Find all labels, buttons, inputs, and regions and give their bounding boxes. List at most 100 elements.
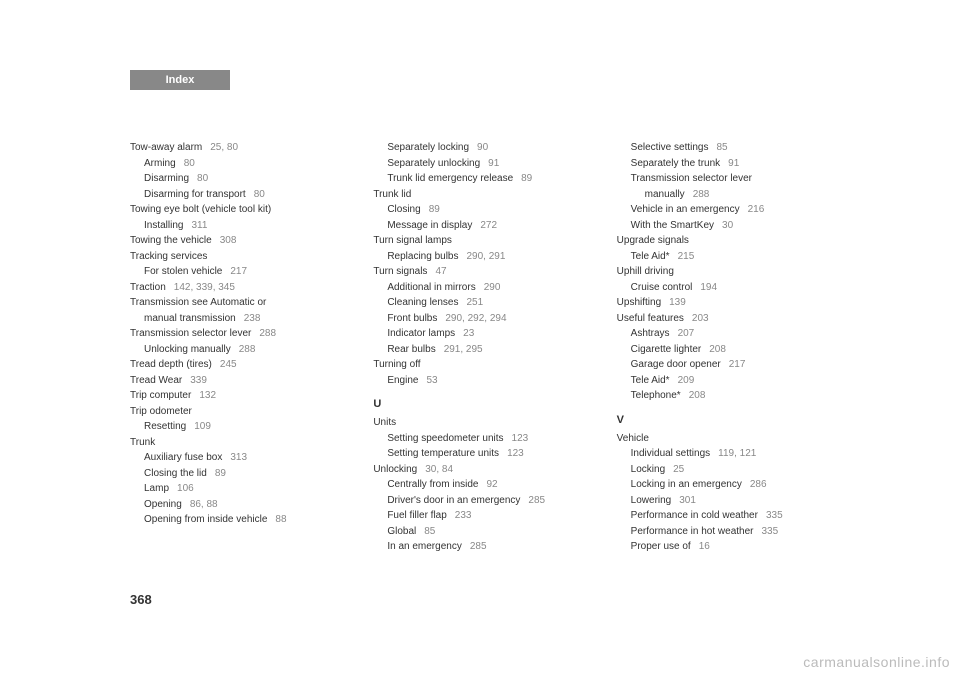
index-entry-text: Towing the vehicle (130, 235, 212, 246)
index-entry-text: Garage door opener (631, 359, 721, 370)
index-entry: Unlocking manually288 (130, 342, 343, 358)
index-entry-pages: 53 (426, 375, 437, 386)
index-entry: Tread depth (tires)245 (130, 357, 343, 373)
index-entry: Turning off (373, 357, 586, 373)
index-entry-text: In an emergency (387, 541, 462, 552)
index-entry-pages: 291, 295 (444, 344, 483, 355)
index-entry-text: Towing eye bolt (vehicle tool kit) (130, 204, 271, 215)
index-entry: Front bulbs290, 292, 294 (373, 311, 586, 327)
index-entry: Lowering301 (617, 493, 830, 509)
index-entry: Traction142, 339, 345 (130, 280, 343, 296)
index-entry-text: Upgrade signals (617, 235, 689, 246)
index-entry-pages: 80 (197, 173, 208, 184)
index-entry: Proper use of 16 (617, 539, 830, 555)
index-entry-pages: 238 (244, 313, 261, 324)
index-entry-pages: 142, 339, 345 (174, 282, 235, 293)
index-entry-text: Closing (387, 204, 420, 215)
index-entry-text: manually (645, 189, 685, 200)
index-entry: Auxiliary fuse box 313 (130, 450, 343, 466)
index-entry: Individual settings119, 121 (617, 446, 830, 462)
index-entry-text: Unlocking manually (144, 344, 231, 355)
index-entry: Separately unlocking91 (373, 156, 586, 172)
index-entry-text: Setting speedometer units (387, 433, 503, 444)
index-entry-text: Vehicle in an emergency (631, 204, 740, 215)
index-entry-pages: 88 (275, 514, 286, 525)
index-entry-text: Tread Wear (130, 375, 182, 386)
index-entry-pages: 80 (254, 189, 265, 200)
index-entry: Transmission see Automatic or (130, 295, 343, 311)
index-entry-text: Tow-away alarm (130, 142, 202, 153)
index-entry-pages: 30, 84 (425, 464, 453, 475)
column-3-top: Selective settings85Separately the trunk… (617, 140, 830, 404)
index-entry: Replacing bulbs290, 291 (373, 249, 586, 265)
index-entry-text: Separately locking (387, 142, 469, 153)
index-columns: Tow-away alarm25, 80Arming80Disarming80D… (130, 140, 830, 555)
index-entry: Ashtrays 207 (617, 326, 830, 342)
index-entry-text: Locking (631, 464, 665, 475)
index-entry-pages: 109 (194, 421, 211, 432)
index-entry-text: Transmission selector lever (631, 173, 752, 184)
index-entry-text: Trip odometer (130, 406, 192, 417)
index-entry: Closing the lid 89 (130, 466, 343, 482)
index-entry-pages: 217 (230, 266, 247, 277)
index-entry: Engine53 (373, 373, 586, 389)
index-entry: Transmission selector lever (617, 171, 830, 187)
index-entry-text: Performance in cold weather (631, 510, 758, 521)
index-entry-pages: 207 (678, 328, 695, 339)
index-entry-pages: 335 (762, 526, 779, 537)
index-entry-text: Uphill driving (617, 266, 674, 277)
index-entry: Trunk lid emergency release89 (373, 171, 586, 187)
index-entry-pages: 89 (215, 468, 226, 479)
column-3: Selective settings85Separately the trunk… (617, 140, 830, 555)
index-entry: Message in display272 (373, 218, 586, 234)
index-entry: Garage door opener217 (617, 357, 830, 373)
index-entry-text: Opening (144, 499, 182, 510)
index-entry-text: Performance in hot weather (631, 526, 754, 537)
index-entry-text: Auxiliary fuse box (144, 452, 222, 463)
index-entry: Locking25 (617, 462, 830, 478)
index-entry-text: Upshifting (617, 297, 661, 308)
index-entry-pages: 85 (424, 526, 435, 537)
index-entry-text: Ashtrays (631, 328, 670, 339)
index-entry-text: With the SmartKey (631, 220, 714, 231)
index-entry-text: Units (373, 417, 396, 428)
index-entry-text: Replacing bulbs (387, 251, 458, 262)
index-entry: Additional in mirrors290 (373, 280, 586, 296)
index-entry: manually288 (617, 187, 830, 203)
index-entry-pages: 313 (230, 452, 247, 463)
page-header: Index (130, 70, 230, 90)
index-entry: Units (373, 415, 586, 431)
index-entry: Vehicle (617, 431, 830, 447)
index-entry: Uphill driving (617, 264, 830, 280)
index-entry-text: Proper use of (631, 541, 691, 552)
index-entry-pages: 208 (689, 390, 706, 401)
column-2-bottom: UnitsSetting speedometer units123Setting… (373, 415, 586, 555)
index-entry-pages: 272 (480, 220, 497, 231)
index-entry-text: Trunk (130, 437, 155, 448)
index-entry-text: Centrally from inside (387, 479, 478, 490)
index-entry-pages: 285 (470, 541, 487, 552)
index-entry: Cruise control194 (617, 280, 830, 296)
page-number: 368 (130, 592, 152, 607)
index-entry-text: Tracking services (130, 251, 207, 262)
index-entry: Disarming for transport80 (130, 187, 343, 203)
index-entry-text: Closing the lid (144, 468, 207, 479)
index-entry: Installing311 (130, 218, 343, 234)
index-entry: Rear bulbs291, 295 (373, 342, 586, 358)
column-2-top: Separately locking90Separately unlocking… (373, 140, 586, 388)
index-entry-text: Cruise control (631, 282, 693, 293)
index-entry: Tele Aid*209 (617, 373, 830, 389)
index-entry-pages: 285 (528, 495, 545, 506)
index-entry-text: Useful features (617, 313, 684, 324)
index-entry-text: Fuel filler flap (387, 510, 446, 521)
index-entry: Trunk (130, 435, 343, 451)
index-entry: Performance in hot weather 335 (617, 524, 830, 540)
index-entry-pages: 91 (728, 158, 739, 169)
index-entry: Trunk lid (373, 187, 586, 203)
section-letter-u: U (373, 396, 586, 413)
index-entry: With the SmartKey30 (617, 218, 830, 234)
index-entry: Centrally from inside92 (373, 477, 586, 493)
index-entry-pages: 16 (699, 541, 710, 552)
index-entry: Turn signal lamps (373, 233, 586, 249)
index-entry: Useful features203 (617, 311, 830, 327)
